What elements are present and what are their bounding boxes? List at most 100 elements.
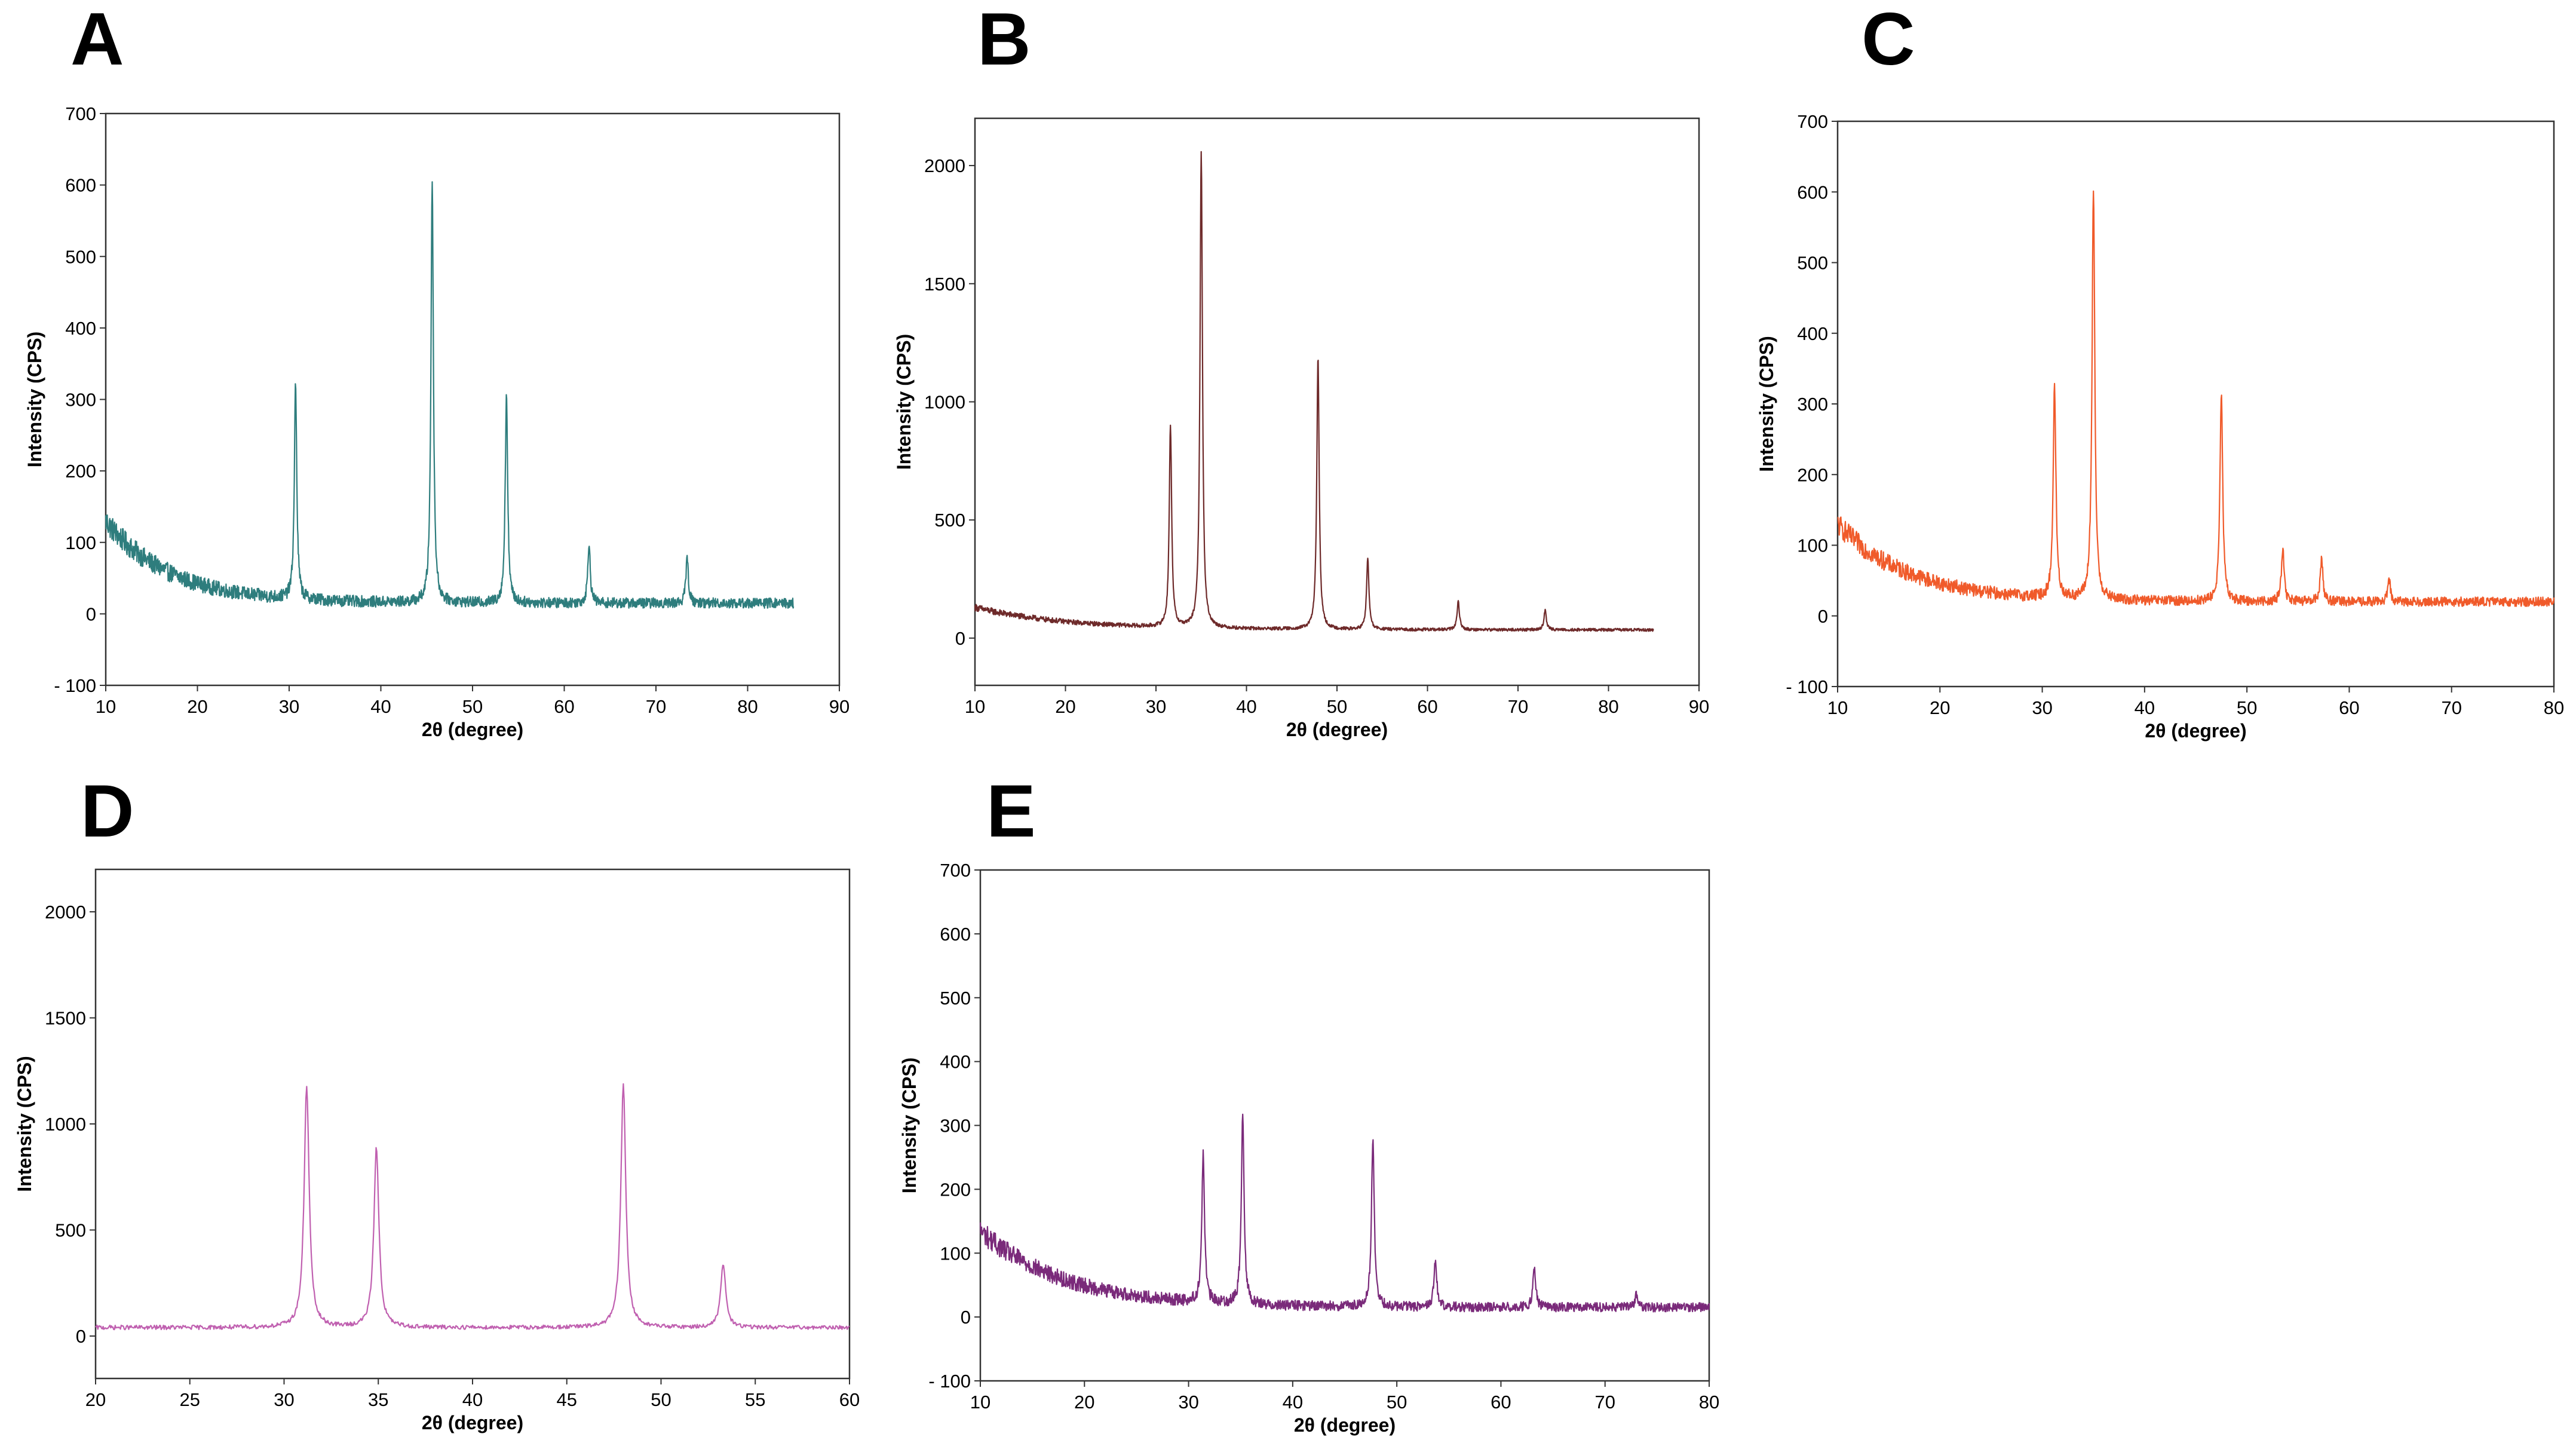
y-tick-label: 1500: [924, 274, 965, 295]
panel-b: B 10 20 30 40 50 60 70 80 90 0 500 1000 1500 2000 2θ (d…: [893, 0, 1709, 740]
x-tick-label: 55: [745, 1389, 765, 1410]
y-tick-label: 600: [1797, 182, 1828, 203]
xrd-pattern-line-a: [105, 181, 795, 609]
x-tick-label: 10: [970, 1392, 990, 1413]
y-tick-label: - 100: [54, 675, 96, 696]
x-tick-label: 70: [646, 696, 666, 717]
x-tick-label: 40: [1283, 1392, 1303, 1413]
y-tick-label: 200: [65, 461, 96, 482]
xrd-pattern-line-b: [974, 151, 1654, 632]
x-tick-label: 60: [1417, 696, 1437, 717]
panel-letter: E: [986, 770, 1036, 853]
y-tick-label: 500: [55, 1220, 86, 1241]
panel-letter: C: [1862, 0, 1915, 81]
y-tick-label: 300: [1797, 394, 1828, 415]
y-axis-title: Intensity (CPS): [14, 1056, 35, 1192]
x-tick-label: 60: [839, 1389, 860, 1410]
x-tick-label: 80: [737, 696, 758, 717]
x-tick-label: 50: [462, 696, 483, 717]
x-tick-label: 30: [1178, 1392, 1198, 1413]
x-tick-label: 10: [1827, 697, 1848, 718]
y-tick-label: 400: [940, 1052, 971, 1073]
y-tick-label: 500: [934, 510, 965, 531]
y-axis-title: Intensity (CPS): [898, 1058, 920, 1194]
y-tick-label: - 100: [928, 1371, 971, 1392]
y-tick-label: 700: [1797, 111, 1828, 132]
y-axis-title: Intensity (CPS): [1756, 336, 1777, 472]
x-tick-label: 60: [1491, 1392, 1511, 1413]
panel-letter: B: [977, 0, 1031, 81]
x-axis-title: 2θ (degree): [422, 719, 523, 740]
x-tick-label: 20: [85, 1389, 106, 1410]
y-tick-label: 2000: [45, 902, 86, 923]
y-tick-label: 400: [1797, 323, 1828, 344]
x-tick-label: 90: [1689, 696, 1709, 717]
y-axis-title: Intensity (CPS): [893, 334, 915, 470]
x-axis-title: 2θ (degree): [1286, 719, 1388, 740]
y-tick-label: 1500: [45, 1008, 86, 1029]
x-tick-label: 30: [274, 1389, 294, 1410]
x-tick-label: 40: [462, 1389, 483, 1410]
y-axis-title: Intensity (CPS): [24, 332, 45, 468]
x-tick-label: 30: [1146, 696, 1166, 717]
y-tick-label: 0: [76, 1326, 86, 1347]
y-tick-label: 200: [940, 1179, 971, 1200]
x-tick-label: 70: [1594, 1392, 1615, 1413]
x-tick-label: 45: [557, 1389, 577, 1410]
x-tick-label: 60: [554, 696, 574, 717]
x-tick-label: 70: [1508, 696, 1528, 717]
panel-c: C 10 20 30 40 50 60 70 80 - 100 0 100 200 300 400 500 60…: [1756, 0, 2564, 742]
y-tick-label: 500: [1797, 253, 1828, 274]
y-tick-label: 300: [940, 1116, 971, 1136]
panel-a: A 10 20 30 40 50 60 70 80 90 - 100 0 100 200 300 400 500…: [24, 0, 850, 740]
panel-d: D 20 25 30 35 40 45 50 55 60 0 500 1000 1500 2000 2θ (d…: [14, 770, 860, 1433]
y-tick-label: 100: [940, 1243, 971, 1264]
y-tick-label: 700: [65, 103, 96, 124]
x-tick-label: 90: [829, 696, 850, 717]
x-tick-label: 30: [2032, 697, 2052, 718]
y-tick-label: 2000: [924, 155, 965, 176]
x-axis-title: 2θ (degree): [2145, 720, 2246, 742]
y-tick-label: 400: [65, 318, 96, 339]
panel-letter: D: [81, 770, 134, 853]
xrd-pattern-line-d: [95, 1083, 850, 1331]
x-tick-label: 50: [651, 1389, 671, 1410]
y-tick-label: 1000: [924, 392, 965, 413]
x-axis-title: 2θ (degree): [1294, 1414, 1396, 1436]
panel-e: E 10 20 30 40 50 60 70 80 - 100 0 100 200 300 400 500 60…: [898, 770, 1719, 1436]
x-tick-label: 10: [965, 696, 985, 717]
y-tick-label: - 100: [1786, 676, 1828, 697]
y-tick-label: 600: [65, 175, 96, 196]
y-tick-label: 0: [1818, 606, 1828, 627]
x-tick-label: 80: [1699, 1392, 1719, 1413]
x-tick-label: 70: [2441, 697, 2461, 718]
x-tick-label: 50: [2237, 697, 2257, 718]
y-tick-label: 100: [1797, 535, 1828, 556]
x-tick-label: 80: [2544, 697, 2564, 718]
xrd-pattern-line-e: [979, 1113, 1710, 1313]
x-tick-label: 35: [368, 1389, 388, 1410]
x-axis-title: 2θ (degree): [422, 1412, 523, 1433]
x-tick-label: 50: [1387, 1392, 1407, 1413]
y-tick-label: 600: [940, 924, 971, 945]
x-tick-label: 20: [187, 696, 207, 717]
y-tick-label: 100: [65, 532, 96, 553]
x-tick-label: 60: [2339, 697, 2359, 718]
y-tick-label: 300: [65, 390, 96, 410]
panel-letter: A: [70, 0, 124, 81]
plot-frame: [974, 117, 1700, 687]
y-tick-label: 1000: [45, 1114, 86, 1135]
x-tick-label: 25: [180, 1389, 200, 1410]
x-tick-label: 80: [1598, 696, 1618, 717]
x-tick-label: 40: [2135, 697, 2155, 718]
y-tick-label: 200: [1797, 464, 1828, 485]
x-tick-label: 20: [1930, 697, 1950, 718]
x-tick-label: 20: [1074, 1392, 1094, 1413]
y-tick-label: 700: [940, 860, 971, 881]
x-tick-label: 40: [370, 696, 391, 717]
y-tick-label: 0: [961, 1307, 971, 1328]
xrd-pattern-line-c: [1837, 190, 2555, 607]
y-tick-label: 0: [86, 603, 96, 624]
x-tick-label: 50: [1327, 696, 1347, 717]
